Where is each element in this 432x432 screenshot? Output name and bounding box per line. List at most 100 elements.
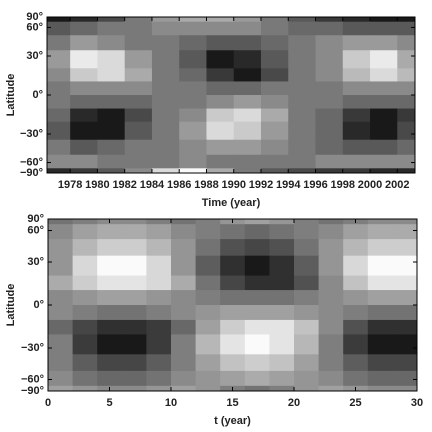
heatmap-cell: [244, 239, 270, 257]
heatmap-cell: [72, 290, 98, 306]
y-tick-label: 0°: [33, 299, 44, 311]
heatmap-cell: [318, 370, 344, 387]
heatmap-cell: [97, 239, 123, 257]
x-tick-label: 1980: [85, 179, 109, 191]
heatmap-cell: [367, 334, 393, 355]
heatmap-cell: [195, 224, 221, 240]
x-tick-label: 20: [288, 397, 300, 409]
heatmap-cell: [70, 154, 98, 169]
x-tick-label: 1998: [331, 179, 355, 191]
heatmap-cell: [342, 121, 371, 141]
heatmap-cell: [124, 21, 153, 36]
x-tick-label: 5: [106, 397, 112, 409]
y-tick-label: 60°: [26, 21, 43, 33]
heatmap-cell: [171, 354, 197, 372]
heatmap-cell: [315, 68, 344, 82]
heatmap-cell: [392, 219, 417, 225]
heatmap-cell: [269, 334, 295, 355]
heatmap-cell: [179, 21, 207, 36]
x-tick-label: 1982: [112, 179, 136, 191]
heatmap-cell: [47, 68, 71, 82]
heatmap-cell: [294, 385, 320, 391]
heatmap-cell: [48, 255, 74, 277]
heatmap-cell: [97, 139, 126, 156]
heatmap-cell: [97, 121, 126, 141]
heatmap-cell: [269, 219, 295, 225]
y-tick-label: −30°: [20, 128, 43, 140]
heatmap-cell: [97, 370, 123, 387]
heatmap-cell: [47, 121, 71, 141]
heatmap-cell: [260, 108, 289, 123]
heatmap-cell: [260, 168, 289, 173]
heatmap-cell: [179, 68, 207, 82]
heatmap-cell: [97, 319, 123, 335]
heatmap-cell: [146, 305, 172, 321]
heatmap-cell: [48, 385, 74, 391]
heatmap-cell: [151, 139, 180, 156]
heatmap-cell: [244, 275, 270, 291]
heatmap-cell: [70, 168, 98, 173]
heatmap-cell: [195, 219, 221, 225]
heatmap-cell: [318, 224, 344, 240]
heatmap-cell: [195, 319, 221, 335]
heatmap-cell: [397, 121, 415, 141]
heatmap-cell: [269, 385, 295, 391]
heatmap-cell: [48, 319, 74, 335]
heatmap-cell: [233, 95, 262, 110]
heatmap-cell: [179, 139, 207, 156]
heatmap-cell: [97, 255, 123, 277]
heatmap-cell: [397, 68, 415, 82]
heatmap-cell: [288, 108, 317, 123]
heatmap-cell: [179, 81, 207, 96]
heatmap-cell: [342, 68, 371, 82]
heatmap-cell: [367, 224, 393, 240]
heatmap: [48, 219, 417, 391]
heatmap-cell: [72, 370, 98, 387]
heatmap-cell: [195, 275, 221, 291]
heatmap-cell: [48, 354, 74, 372]
heatmap-cell: [392, 275, 417, 291]
heatmap-cell: [233, 168, 262, 173]
heatmap-cell: [342, 17, 371, 23]
heatmap-cell: [244, 219, 270, 225]
heatmap-cell: [370, 168, 398, 173]
x-tick-label: 1986: [167, 179, 191, 191]
heatmap-cell: [233, 121, 262, 141]
heatmap-cell: [124, 17, 153, 23]
heatmap-cell: [206, 50, 235, 69]
heatmap-cell: [47, 17, 71, 23]
heatmap-cell: [370, 154, 398, 169]
heatmap-cell: [72, 319, 98, 335]
heatmap-cell: [195, 334, 221, 355]
heatmap-cell: [318, 334, 344, 355]
heatmap-cell: [342, 35, 371, 51]
heatmap-cell: [179, 154, 207, 169]
heatmap-cell: [195, 370, 221, 387]
heatmap-cell: [367, 305, 393, 321]
heatmap-cell: [195, 290, 221, 306]
heatmap-cell: [343, 319, 369, 335]
heatmap-cell: [288, 50, 317, 69]
heatmap: [47, 17, 415, 173]
x-tick-label: 2002: [385, 179, 409, 191]
heatmap-cell: [233, 108, 262, 123]
heatmap-cell: [206, 68, 235, 82]
heatmap-cell: [121, 319, 147, 335]
heatmap-cell: [47, 154, 71, 169]
heatmap-cell: [269, 290, 295, 306]
y-tick-label: −60°: [20, 156, 43, 168]
heatmap-cell: [244, 354, 270, 372]
heatmap-cell: [260, 50, 289, 69]
heatmap-cell: [315, 139, 344, 156]
heatmap-cell: [233, 35, 262, 51]
heatmap-cell: [294, 370, 320, 387]
heatmap-cell: [244, 334, 270, 355]
heatmap-cell: [70, 17, 98, 23]
heatmap-cell: [146, 275, 172, 291]
heatmap-cell: [72, 239, 98, 257]
heatmap-cell: [97, 354, 123, 372]
heatmap-cell: [244, 319, 270, 335]
heatmap-cell: [315, 50, 344, 69]
heatmap-cell: [220, 354, 246, 372]
